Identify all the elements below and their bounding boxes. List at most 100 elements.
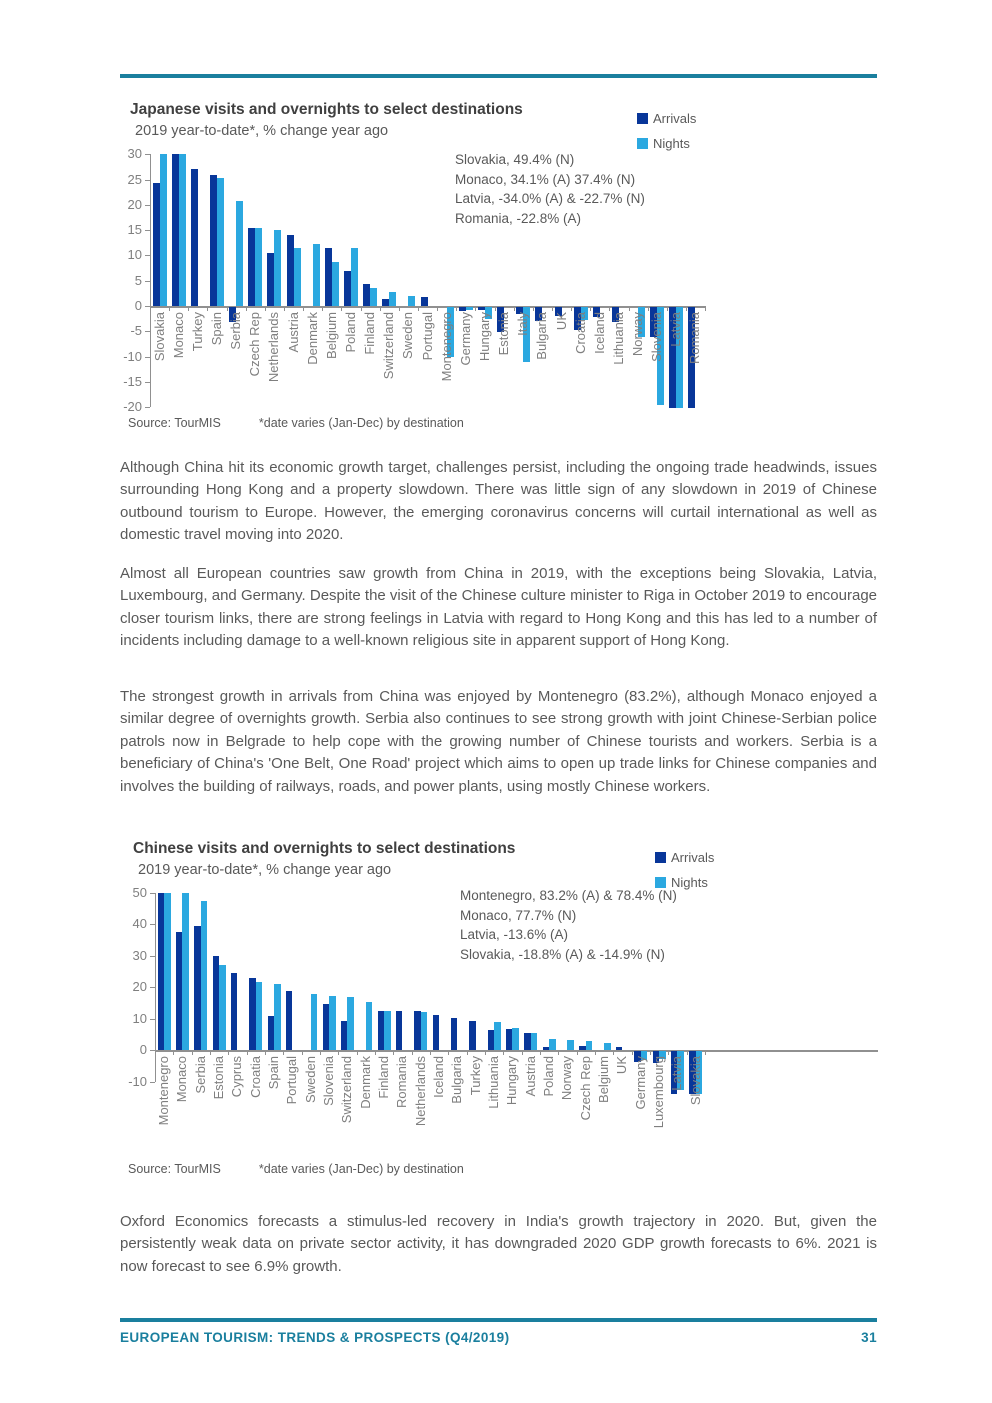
category-label-text: Spain [266, 1056, 282, 1090]
y-tick-mark [145, 154, 150, 156]
bar-nights [549, 1039, 556, 1050]
bar-arrivals [230, 972, 238, 1050]
annotation-line: Slovakia, 49.4% (N) [455, 152, 575, 167]
bar-nights [676, 307, 684, 409]
annotation-line: Monaco, 77.7% (N) [460, 907, 577, 923]
category-label: Denmark [305, 312, 321, 452]
x-tick-mark [283, 1050, 285, 1055]
category-label: Sweden [400, 312, 416, 452]
category-label-text: Montenegro [438, 312, 454, 382]
category-label: Germany [458, 312, 474, 452]
bar-arrivals [377, 1010, 385, 1050]
bar-nights [274, 983, 281, 1050]
x-tick-mark [411, 1050, 413, 1055]
bar-nights [216, 177, 224, 306]
bar-arrivals [171, 154, 179, 306]
bar-arrivals [209, 175, 217, 306]
y-tick-label: 30 [127, 146, 142, 162]
page-footer: EUROPEAN TOURISM: TRENDS & PROSPECTS (Q4… [120, 1330, 877, 1345]
bar-arrivals [267, 252, 275, 306]
offscale-values-annotation: Montenegro, 83.2% (A) & 78.4% (N) Monaco,… [460, 886, 677, 964]
bar-arrivals [688, 307, 696, 409]
category-label: Croatia [248, 1056, 264, 1196]
annotation-line: Romania, -22.8% (A) [455, 210, 582, 226]
category-label: Slovenia [649, 312, 665, 452]
category-label-text: Croatia [572, 312, 588, 354]
x-tick-mark [173, 1050, 175, 1055]
category-label-text: Norway [559, 1056, 575, 1101]
x-tick-mark [429, 1050, 431, 1055]
category-label-text: Slovenia [649, 312, 665, 362]
x-tick-mark [191, 1050, 193, 1055]
bar-arrivals [487, 1030, 495, 1050]
y-tick-mark [150, 892, 155, 894]
category-label-text: Finland [376, 1056, 392, 1099]
x-axis-line [150, 306, 705, 308]
category-label-text: Montenegro [156, 1056, 172, 1126]
category-label-text: Monaco [170, 312, 186, 359]
paragraph-montenegro-serbia: The strongest growth in arrivals from Ch… [120, 688, 877, 795]
page-number: 31 [861, 1330, 877, 1345]
bar-nights [585, 1041, 593, 1050]
category-label-text: Sweden [302, 1056, 318, 1103]
category-label: Romania [394, 1056, 410, 1196]
legend-label-arrivals: Arrivals [653, 111, 697, 126]
y-tick-label: -10 [128, 1073, 147, 1089]
category-label-text: Sweden [400, 312, 416, 359]
category-label-text: Netherlands [266, 312, 282, 383]
y-tick-label: 0 [139, 1042, 147, 1057]
bar-arrivals [542, 1047, 550, 1050]
bar-nights [389, 291, 397, 306]
category-label-text: Hungary [476, 312, 492, 362]
report-title: EUROPEAN TOURISM: TRENDS & PROSPECTS (Q4… [120, 1330, 510, 1345]
x-tick-mark [283, 306, 285, 311]
y-tick-mark [150, 955, 155, 957]
category-label-text: Poland [342, 312, 358, 353]
x-tick-mark [155, 1050, 156, 1055]
category-label: Portugal [420, 312, 436, 452]
bar-nights [200, 901, 208, 1050]
x-tick-mark [246, 1050, 248, 1055]
category-label-text: Denmark [357, 1056, 373, 1109]
bar-nights [640, 1051, 648, 1061]
category-label: Latvia [668, 312, 684, 452]
category-label-text: Bulgaria [449, 1056, 465, 1104]
y-axis-line [155, 892, 156, 1082]
bar-arrivals [554, 307, 562, 317]
category-label-text: Latvia [668, 312, 684, 347]
x-tick-mark [521, 1050, 523, 1055]
category-label: Estonia [496, 312, 512, 452]
category-label: Norway [630, 312, 646, 452]
y-tick-mark [150, 1018, 155, 1020]
category-label: Switzerland [339, 1056, 355, 1196]
bar-nights [331, 261, 339, 306]
bar-nights [329, 995, 336, 1050]
y-tick-label: 25 [127, 171, 142, 187]
category-label: Serbia [193, 1056, 209, 1196]
bar-nights [695, 1051, 703, 1094]
x-tick-mark [188, 306, 190, 311]
legend-label-nights: Nights [671, 875, 708, 890]
y-tick-mark [145, 306, 150, 307]
bar-arrivals [249, 978, 256, 1050]
x-tick-mark [484, 1050, 486, 1055]
bar-arrivals [579, 1045, 586, 1050]
legend: Arrivals Nights [655, 845, 775, 895]
category-label-text: Poland [541, 1056, 557, 1097]
bar-arrivals [420, 297, 428, 306]
annotation-line: Slovakia, -18.8% (A) & -14.9% (N) [460, 946, 665, 962]
bar-arrivals [285, 990, 293, 1050]
category-label: Spain [266, 1056, 282, 1196]
bar-arrivals [450, 1018, 458, 1050]
category-label: Latvia [669, 1056, 685, 1196]
x-tick-mark [475, 306, 477, 311]
category-label: Austria [286, 312, 302, 452]
y-tick-label: 10 [127, 247, 142, 263]
chart-title: Chinese visits and overnights to select … [133, 840, 516, 857]
category-label: Luxembourg [651, 1056, 667, 1196]
category-label: Turkey [190, 312, 206, 452]
x-tick-mark [668, 1050, 670, 1055]
category-label: Monaco [174, 1056, 190, 1196]
bar-arrivals [414, 1010, 421, 1050]
x-tick-mark [301, 1050, 303, 1055]
